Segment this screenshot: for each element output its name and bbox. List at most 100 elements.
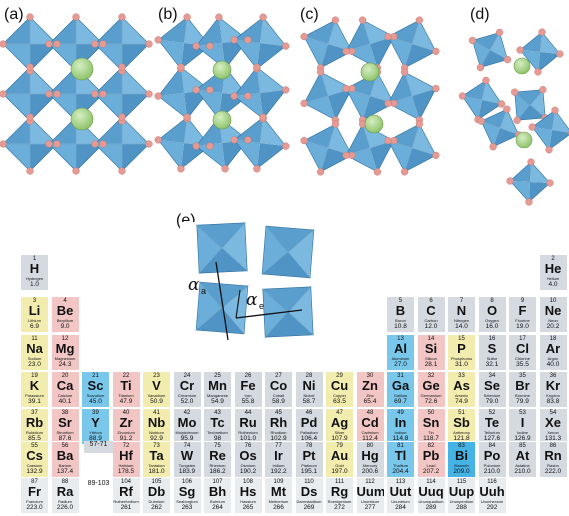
element-name: Boron — [395, 318, 406, 323]
anion-sphere — [503, 55, 512, 64]
element-name: Carbon — [424, 318, 438, 323]
anion-sphere — [221, 165, 229, 173]
element-name: Rhenium — [209, 463, 226, 468]
anion-sphere — [527, 158, 535, 166]
element-name: Hydrogen — [25, 276, 44, 281]
element-symbol: Uuq — [418, 484, 444, 499]
element-number: 87 — [31, 479, 38, 485]
anion-sphere — [282, 86, 290, 94]
element-weight: 91.2 — [119, 435, 133, 442]
element-name: Sodium — [27, 356, 42, 361]
element-name: Iridium — [272, 463, 285, 468]
element-cell-br: 35 Br Bromine 79.9 — [508, 371, 537, 408]
element-name: Arsenic — [454, 393, 469, 398]
element-weight: 87.6 — [58, 435, 72, 442]
a-site-cation-sphere — [513, 57, 531, 75]
element-weight: 126.9 — [514, 435, 531, 442]
element-cell-uup: 115 Uup Ununpentium 288 — [447, 477, 476, 514]
element-weight: 39.1 — [28, 398, 41, 405]
element-symbol: Fe — [240, 378, 256, 393]
element-number: 51 — [458, 410, 465, 416]
anion-sphere — [477, 117, 485, 125]
element-weight: 132.9 — [26, 468, 43, 475]
element-number: 11 — [31, 336, 38, 342]
anion-sphere — [342, 47, 350, 56]
element-cell-kr: 36 Kr Krypton 83.8 — [538, 371, 568, 408]
anion-sphere — [384, 136, 392, 145]
element-weight: 63.5 — [333, 398, 346, 405]
element-name: Silicon — [425, 356, 437, 361]
element-weight: 31.0 — [455, 361, 468, 368]
element-name: Ruthenium — [238, 430, 258, 435]
octahedron-d — [480, 108, 520, 148]
element-number: 82 — [427, 443, 435, 449]
anion-sphere — [342, 84, 350, 93]
element-weight: 197.0 — [331, 468, 348, 475]
element-symbol: Tl — [394, 448, 407, 463]
anion-sphere — [99, 40, 107, 48]
element-symbol: Au — [330, 448, 349, 463]
element-name: Ununpentium — [449, 499, 474, 504]
element-symbol: Zr — [119, 415, 133, 430]
anion-sphere — [525, 198, 533, 206]
element-symbol: Mt — [270, 484, 287, 499]
element-number: 48 — [366, 410, 374, 416]
element-name: Selenium — [483, 393, 501, 398]
element-weight: 54.9 — [211, 398, 224, 405]
anion-sphere — [516, 46, 524, 54]
element-name: Cobalt — [272, 393, 285, 398]
element-number: 104 — [120, 479, 131, 485]
element-cell-bh: 107 Bh Bohrium 264 — [203, 477, 232, 514]
element-name: Aluminum — [391, 356, 410, 361]
element-weight: 79.9 — [516, 398, 529, 405]
element-weight: 114.8 — [392, 435, 409, 442]
anion-sphere — [91, 40, 99, 48]
a-site-cation-sphere — [70, 107, 94, 131]
element-symbol: Sr — [58, 415, 72, 430]
anion-sphere — [183, 13, 191, 21]
element-weight: 16.0 — [485, 323, 499, 330]
element-number: 9 — [520, 298, 525, 304]
element-name: Indium — [394, 430, 407, 435]
anion-sphere — [26, 113, 34, 121]
element-name: Ununtrium — [391, 499, 410, 504]
element-name: Xenon — [547, 430, 559, 435]
element-name: Gold — [335, 463, 344, 468]
element-number: 6 — [429, 298, 433, 304]
alpha-e-axis-line — [235, 309, 303, 319]
element-weight: 12.0 — [424, 323, 438, 330]
element-symbol: Kr — [545, 378, 561, 393]
element-name: Polonium — [483, 463, 501, 468]
element-symbol: Bi — [455, 448, 468, 463]
element-name: Calcium — [57, 393, 73, 398]
element-cell-p: 15 P Phosphorus 31.0 — [447, 334, 476, 371]
element-weight: 106.4 — [300, 435, 318, 442]
element-cell-w: 74 W Tungsten 183.9 — [172, 441, 202, 478]
octahedron-c — [303, 71, 353, 121]
element-number: 7 — [459, 298, 464, 304]
element-cell-pd: 46 Pd Palladium 106.4 — [294, 408, 324, 445]
element-cell-li: 3 Li Lithium 6.9 — [20, 296, 49, 333]
element-cell-ir: 77 Ir Iridium 192.2 — [264, 441, 293, 478]
octahedron-a — [94, 16, 150, 72]
octahedron-a — [2, 16, 58, 72]
element-symbol: Po — [483, 448, 501, 463]
element-number: 37 — [31, 410, 38, 416]
anion-sphere — [154, 136, 162, 144]
element-name: Iodine — [517, 430, 528, 435]
anion-sphere — [118, 113, 126, 121]
element-number: 77 — [275, 443, 282, 449]
anion-sphere — [0, 90, 7, 98]
element-weight: 209.0 — [453, 468, 470, 475]
anion-sphere — [259, 13, 267, 21]
element-symbol: Uut — [389, 484, 412, 499]
element-name: Bromine — [515, 393, 530, 398]
element-number: 86 — [549, 443, 557, 449]
element-number: 34 — [488, 373, 496, 379]
element-cell-uuh: 116 Uuh Ununhexium 292 — [477, 477, 507, 514]
element-cell-co: 27 Co Cobalt 58.9 — [264, 371, 293, 408]
anion-sphere — [300, 32, 308, 41]
element-weight: 269 — [303, 504, 315, 511]
element-cell-sr: 38 Sr Strontium 87.6 — [50, 408, 80, 445]
element-symbol: Na — [26, 341, 43, 356]
